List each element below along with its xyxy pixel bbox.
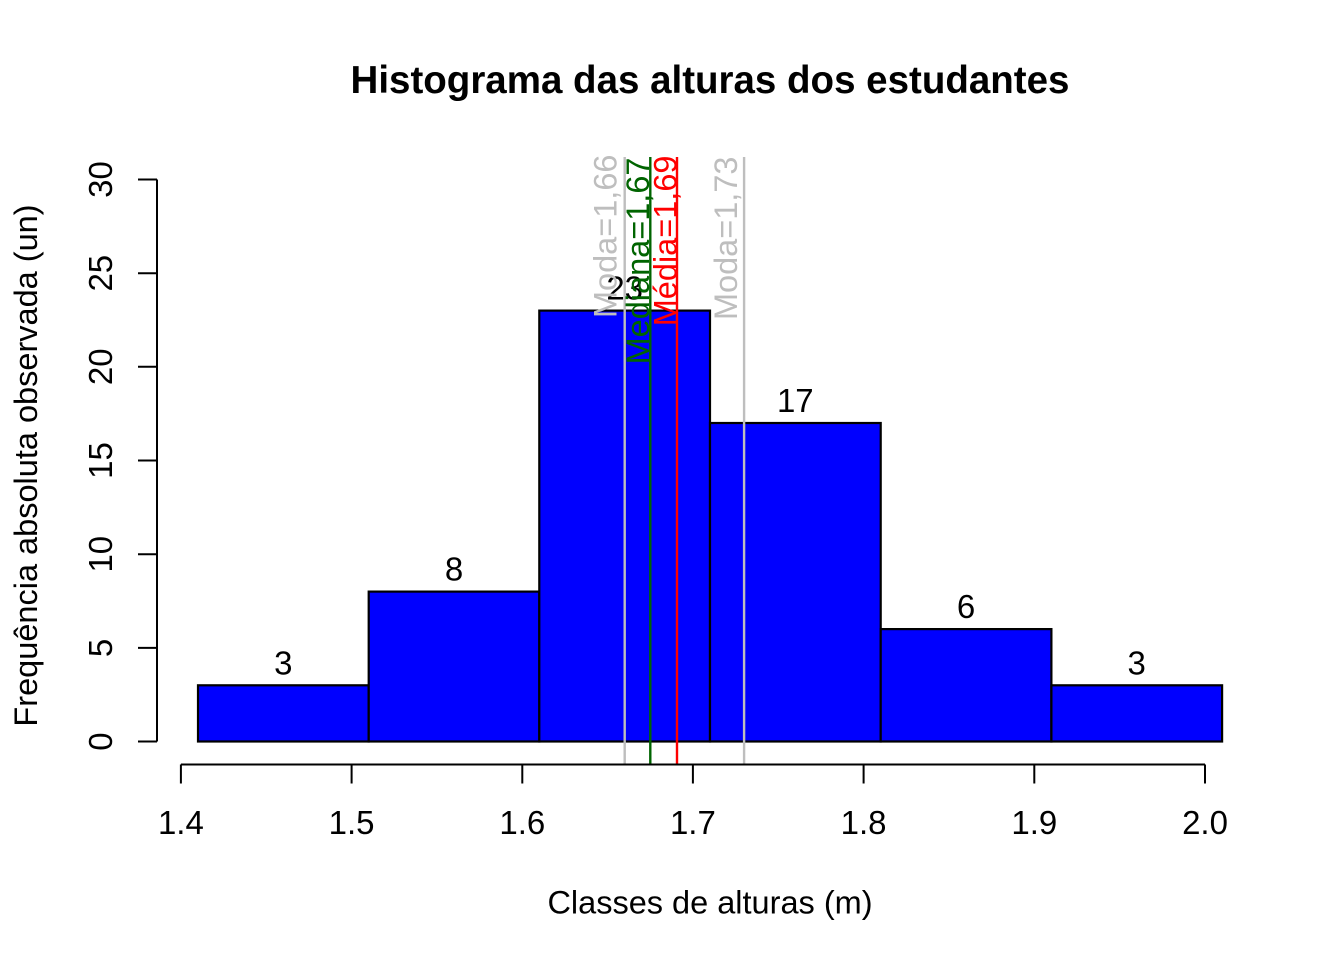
svg-text:Histograma das alturas dos est: Histograma das alturas dos estudantes xyxy=(351,59,1070,102)
svg-text:Frequência absoluta observada: Frequência absoluta observada (un) xyxy=(8,204,44,726)
svg-text:15: 15 xyxy=(82,442,119,479)
svg-text:1.8: 1.8 xyxy=(841,804,887,841)
svg-text:Moda=1,73: Moda=1,73 xyxy=(708,157,744,321)
svg-text:1.6: 1.6 xyxy=(499,804,545,841)
svg-text:30: 30 xyxy=(82,161,119,198)
svg-text:Média=1,69: Média=1,69 xyxy=(647,156,683,327)
svg-text:Mediana=1,67: Mediana=1,67 xyxy=(620,158,656,365)
svg-text:3: 3 xyxy=(1128,644,1146,681)
svg-text:25: 25 xyxy=(82,255,119,292)
svg-text:5: 5 xyxy=(82,639,119,657)
svg-text:1.7: 1.7 xyxy=(670,804,716,841)
svg-text:1.4: 1.4 xyxy=(158,804,204,841)
svg-text:Moda=1,66: Moda=1,66 xyxy=(587,155,623,319)
svg-text:Classes de alturas (m): Classes de alturas (m) xyxy=(547,885,872,921)
svg-text:0: 0 xyxy=(82,732,119,750)
svg-text:6: 6 xyxy=(957,588,975,625)
svg-text:2.0: 2.0 xyxy=(1182,804,1228,841)
svg-text:1.5: 1.5 xyxy=(329,804,375,841)
svg-text:17: 17 xyxy=(777,382,814,419)
svg-text:8: 8 xyxy=(445,551,463,588)
svg-text:10: 10 xyxy=(82,536,119,573)
svg-text:3: 3 xyxy=(274,644,292,681)
svg-text:1.9: 1.9 xyxy=(1011,804,1057,841)
svg-text:20: 20 xyxy=(82,348,119,385)
